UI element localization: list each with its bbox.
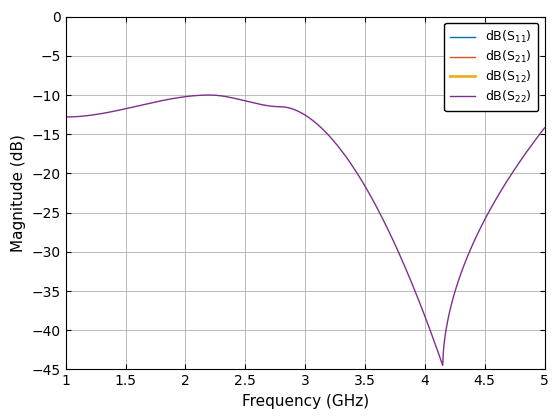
dB(S$_{12}$) [456,14,463,19]
dB(S$_{11}$) [456,14,463,19]
dB(S$_{21}$) [419,14,426,19]
dB(S$_{12}$) [150,14,156,19]
Y-axis label: Magnitude (dB): Magnitude (dB) [11,134,26,252]
dB(S$_{21}$) [150,14,156,19]
dB(S$_{21}$) [541,14,548,19]
dB(S$_{22}$) [245,99,252,104]
dB(S$_{11}$) [374,14,380,19]
dB(S$_{12}$) [349,14,356,19]
dB(S$_{22}$) [541,126,548,131]
dB(S$_{12}$) [419,14,426,19]
dB(S$_{22}$) [374,206,381,211]
dB(S$_{22}$) [420,309,427,314]
dB(S$_{21}$) [456,14,463,19]
dB(S$_{12}$) [541,14,548,19]
dB(S$_{22}$) [440,363,446,368]
dB(S$_{21}$) [374,14,380,19]
dB(S$_{21}$) [349,14,356,19]
dB(S$_{11}$) [419,14,426,19]
dB(S$_{11}$) [62,14,69,19]
Line: dB(S$_{22}$): dB(S$_{22}$) [66,95,544,365]
dB(S$_{21}$) [245,14,252,19]
dB(S$_{12}$) [245,14,252,19]
dB(S$_{22}$) [456,275,463,280]
dB(S$_{22}$) [349,164,356,169]
dB(S$_{22}$) [62,115,69,120]
X-axis label: Frequency (GHz): Frequency (GHz) [241,394,368,409]
dB(S$_{12}$) [374,14,380,19]
dB(S$_{21}$) [62,14,69,19]
dB(S$_{12}$) [62,14,69,19]
dB(S$_{11}$) [349,14,356,19]
dB(S$_{22}$) [150,100,156,105]
dB(S$_{11}$) [541,14,548,19]
dB(S$_{11}$) [150,14,156,19]
dB(S$_{22}$) [206,92,213,97]
dB(S$_{11}$) [245,14,252,19]
Legend: dB(S$_{11}$), dB(S$_{21}$), dB(S$_{12}$), dB(S$_{22}$): dB(S$_{11}$), dB(S$_{21}$), dB(S$_{12}$)… [444,23,538,111]
